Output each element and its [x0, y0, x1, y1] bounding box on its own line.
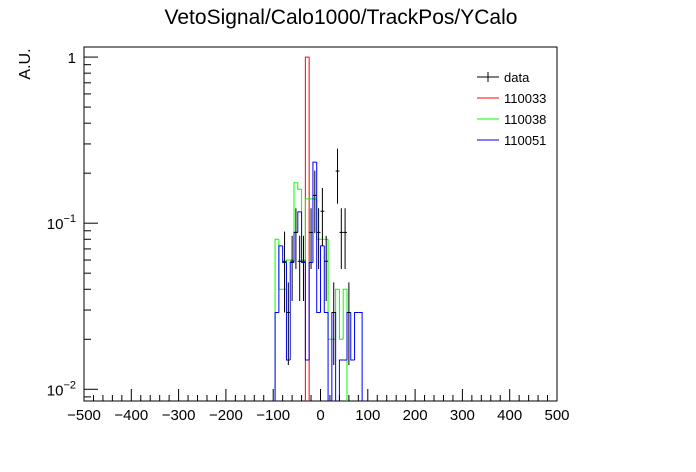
x-tick-label: 200 — [403, 407, 428, 424]
histogram-bin — [278, 245, 283, 313]
histogram-bin — [312, 161, 317, 263]
histogram-bin — [278, 239, 283, 290]
legend-label: 110038 — [504, 112, 546, 127]
histogram-bin — [304, 56, 310, 401]
histogram-bin — [297, 211, 302, 233]
legend-entry-data: data — [477, 70, 530, 85]
series-data — [282, 148, 351, 366]
chart-title: VetoSignal/Calo1000/TrackPos/YCalo — [165, 6, 518, 29]
histogram-bin — [304, 198, 310, 261]
x-tick-label: 300 — [450, 407, 475, 424]
legend-label: data — [504, 70, 530, 85]
y-tick-label: 10−1 — [47, 213, 76, 233]
series-110051 — [274, 161, 363, 401]
histogram-bin — [304, 262, 310, 361]
plot-layer — [274, 56, 363, 401]
histogram-bin — [316, 162, 321, 313]
plot-frame — [83, 46, 558, 402]
series-110033 — [304, 56, 310, 401]
x-tick-label: −200 — [209, 407, 243, 424]
legend: data 110033 110038 110051 — [477, 70, 546, 148]
y-tick-label: 1 — [68, 50, 76, 67]
histogram-bin — [274, 238, 279, 401]
x-tick-label: −400 — [114, 407, 148, 424]
histogram-bin — [323, 245, 329, 401]
histogram-bin — [282, 245, 287, 263]
histogram-bin — [350, 312, 355, 361]
histogram-bin — [297, 182, 302, 190]
x-tick-label: −100 — [256, 407, 290, 424]
histogram-bin — [327, 239, 332, 340]
histogram-bin — [335, 288, 340, 340]
x-tick-label: −300 — [162, 407, 196, 424]
histogram-bin — [289, 261, 295, 361]
legend-entry-110038: 110038 — [477, 112, 546, 127]
legend-label: 110033 — [504, 91, 546, 106]
x-tick-label: 0 — [316, 407, 324, 424]
histogram-bin — [338, 359, 344, 401]
x-tick-label: 400 — [497, 407, 522, 424]
x-tick-label: 100 — [355, 407, 380, 424]
histogram-bin — [354, 311, 359, 361]
histogram-bin — [308, 261, 313, 361]
x-tick-label: 500 — [544, 407, 569, 424]
y-tick-label: 10−2 — [47, 379, 76, 399]
histogram-bin — [320, 245, 325, 313]
legend-entry-110033: 110033 — [477, 91, 546, 106]
legend-entry-110051: 110051 — [477, 133, 546, 148]
legend-label: 110051 — [504, 133, 546, 148]
axes-layer: −500 −400 −300 −200 −100 0 100 200 300 400 500 10−2… — [47, 50, 570, 424]
x-tick-label: −500 — [67, 407, 101, 424]
histogram-bin — [338, 289, 344, 340]
histogram-bin — [274, 311, 279, 401]
y-axis-label: A.U. — [17, 48, 34, 79]
histogram-bin — [342, 288, 348, 401]
histogram-bin — [301, 211, 306, 263]
histogram-bin — [358, 311, 363, 401]
histogram-bin — [285, 262, 291, 361]
